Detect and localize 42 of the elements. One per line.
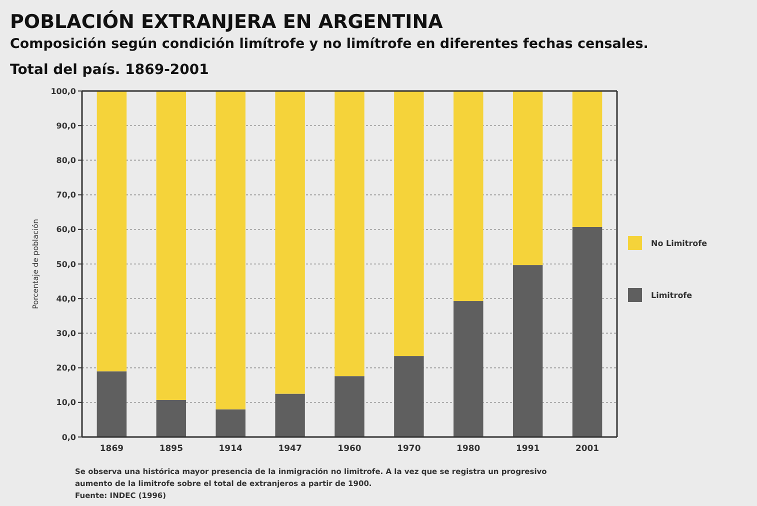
y-tick-label: 0,0: [62, 432, 76, 442]
legend-label: Limitrofe: [651, 290, 693, 300]
chart-subtitle: Composición según condición limítrofe y no limítrofe en diferentes fechas censales. Total del país. 1869-2001: [10, 36, 648, 78]
y-tick-label: 40,0: [56, 294, 76, 304]
bar: [394, 91, 424, 356]
x-tick-label: 1869: [100, 444, 124, 454]
chart-title: POBLACIÓN EXTRANJERA EN ARGENTINA: [10, 10, 444, 33]
y-tick-label: 60,0: [56, 225, 76, 234]
bar: [572, 91, 602, 227]
y-tick-label: 10,0: [56, 398, 76, 408]
bar: [334, 91, 364, 376]
y-tick-label: 50,0: [56, 260, 76, 269]
bar: [572, 226, 602, 437]
x-tick-label: 1970: [397, 444, 421, 454]
y-tick-label: 30,0: [56, 329, 76, 338]
bar: [96, 91, 127, 372]
bar: [275, 91, 305, 394]
bar: [512, 265, 543, 437]
x-tick-label: 1991: [516, 444, 540, 454]
bar: [156, 91, 186, 400]
bar: [216, 409, 246, 437]
bar: [96, 371, 127, 437]
x-tick-label: 2001: [575, 444, 600, 454]
x-tick-label: 1980: [456, 444, 480, 454]
bar: [216, 91, 246, 410]
y-tick-label: 70,0: [56, 190, 76, 200]
bar: [454, 301, 484, 437]
x-tick-label: 1960: [338, 444, 362, 454]
x-tick-label: 1914: [218, 444, 243, 454]
x-tick-label: 1895: [159, 444, 184, 454]
bar: [394, 356, 424, 437]
y-tick-label: 80,0: [56, 156, 76, 165]
legend-label: No Limitrofe: [651, 238, 708, 248]
x-tick-label: 1947: [278, 444, 302, 454]
y-tick-label: 20,0: [56, 364, 76, 373]
bar: [334, 376, 364, 437]
bar: [275, 394, 305, 437]
bar: [512, 91, 543, 266]
y-tick-label: 90,0: [56, 121, 76, 130]
bar: [454, 91, 484, 302]
bar: [156, 400, 186, 437]
y-tick-label: 100,0: [50, 86, 76, 96]
